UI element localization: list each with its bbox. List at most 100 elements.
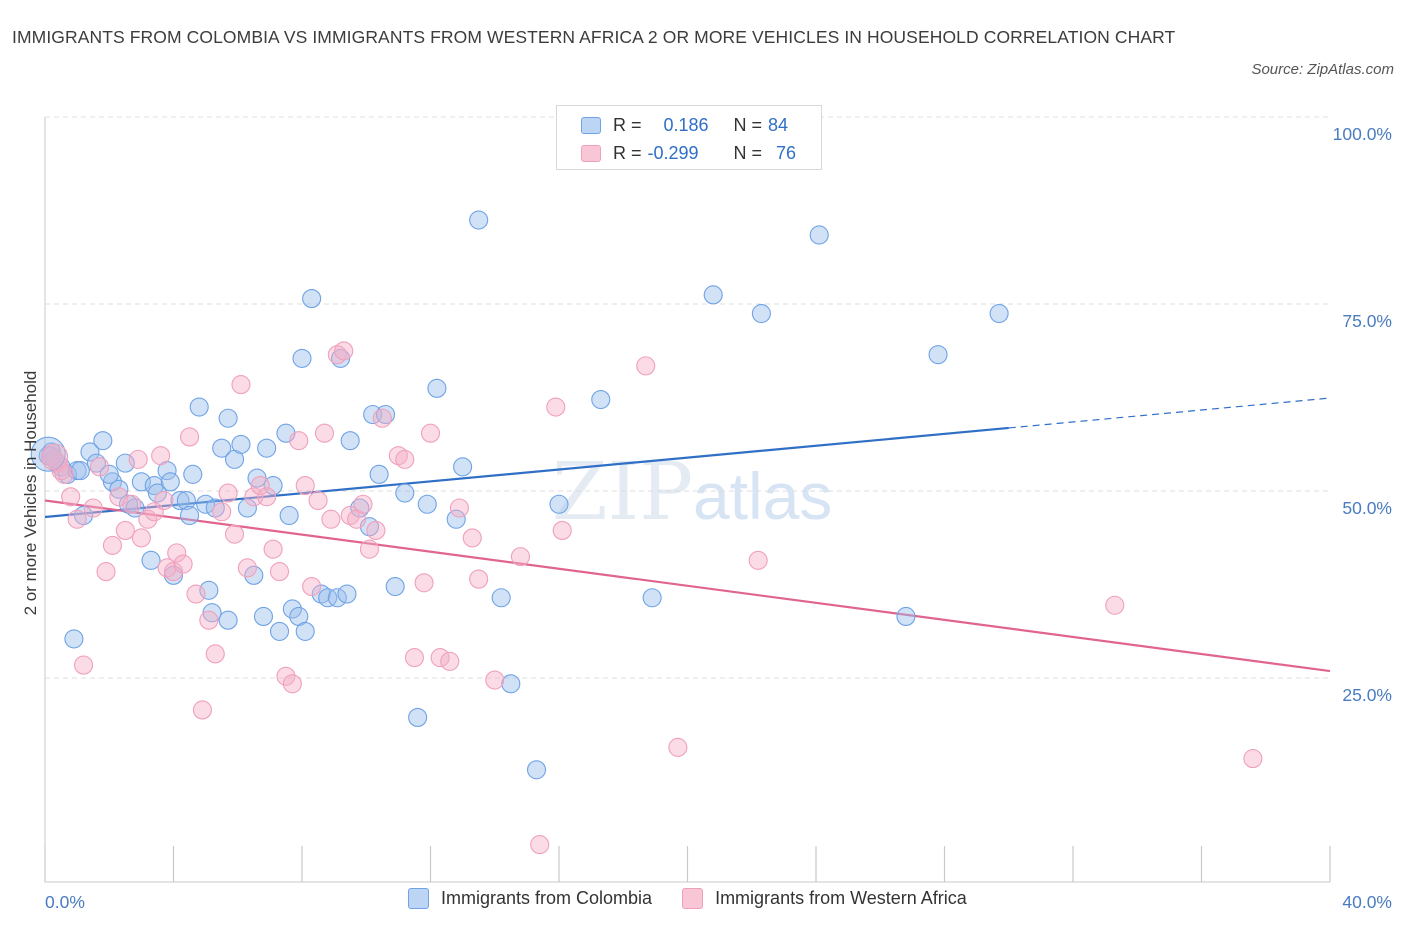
point-western-africa [552,520,572,540]
point-colombia [327,588,347,608]
point-western-africa [546,397,566,417]
legend-r-label: R = [613,142,642,163]
watermark-atlas: atlas [693,459,833,533]
point-western-africa [314,423,335,443]
point-colombia [176,490,196,511]
point-colombia [86,453,106,473]
point-colombia [99,464,119,484]
point-colombia [282,599,302,619]
point-western-africa [308,490,328,511]
point-colombia [218,408,238,428]
point-colombia [64,629,84,649]
series-legend-item-western-africa[interactable]: Immigrants from Western Africa [682,888,967,909]
point-colombia [205,498,225,518]
point-colombia [417,494,437,514]
y-tick-label: 25.0% [1342,685,1392,705]
point-colombia [93,431,113,451]
point-western-africa [327,345,347,365]
point-colombia [350,498,370,518]
trend-line-western-africa [44,499,1331,673]
point-colombia [189,397,209,417]
data-points [30,210,1263,855]
point-western-africa [359,539,380,559]
point-western-africa [224,524,245,544]
point-colombia [218,610,238,630]
watermark: ZIPatlas [552,445,832,538]
point-western-africa [269,562,290,582]
point-colombia [385,576,405,597]
point-western-africa [340,505,360,526]
point-western-africa [231,375,251,395]
point-western-africa [102,535,123,555]
point-western-africa [388,446,408,466]
chart-title: IMMIGRANTS FROM COLOMBIA VS IMMIGRANTS F… [12,27,1176,47]
point-western-africa [61,487,81,507]
y-tick-label: 50.0% [1342,498,1392,518]
legend-n-label: N = [733,142,763,163]
point-colombia [141,550,161,570]
point-western-africa [395,449,415,469]
point-colombia [446,509,466,529]
point-colombia [125,498,145,518]
tick-labels: 100.0% 75.0% 50.0% 25.0% 0.0% 40.0% [45,124,1392,912]
point-colombia [501,674,521,694]
series-legend-item-colombia[interactable]: Immigrants from Colombia [408,888,652,909]
point-western-africa [250,476,270,496]
point-western-africa [485,670,505,690]
point-colombia [896,606,916,627]
point-western-africa [321,509,341,529]
point-colombia [703,285,723,305]
point-western-africa [186,584,206,604]
legend-row-western-africa: R = -0.299 N = 76 [581,140,796,166]
point-western-africa [276,666,296,686]
point-western-africa [83,498,103,518]
point-western-africa [173,554,193,574]
legend-row-colombia: R = 0.186 N = 84 [581,112,788,138]
point-colombia [253,606,274,627]
point-colombia [427,378,447,398]
legend-swatch-colombia [581,116,601,134]
point-western-africa [748,550,768,570]
series-legend: Immigrants from Colombia Immigrants from… [408,888,997,909]
point-western-africa [257,487,277,507]
series-label-colombia: Immigrants from Colombia [441,888,653,908]
point-colombia [183,464,203,484]
point-colombia [491,588,511,608]
point-colombia [751,303,771,324]
point-western-africa [372,408,392,428]
point-western-africa [510,547,531,567]
point-colombia [115,453,135,473]
point-western-africa [205,644,225,664]
point-colombia [212,438,232,458]
point-colombia [109,479,129,499]
point-western-africa [289,431,309,451]
point-western-africa [469,569,489,589]
point-western-africa [414,573,434,593]
point-colombia [302,289,322,309]
point-colombia [591,389,611,410]
point-western-africa [96,562,116,582]
point-colombia [199,580,219,600]
point-colombia [295,621,315,641]
legend-r-value: 0.186 [663,114,709,135]
point-western-africa [67,509,87,529]
point-colombia [70,461,90,481]
point-western-africa-cluster [41,443,69,471]
point-colombia [131,472,151,492]
point-colombia [147,483,167,503]
point-western-africa [115,520,135,540]
point-western-africa [440,651,460,671]
correlation-legend: R = 0.186 N = 84 R = -0.299 N = 76 [556,105,822,170]
point-colombia [337,584,357,604]
point-western-africa [263,539,283,559]
point-western-africa [218,483,238,503]
point-western-africa [154,490,174,511]
point-colombia [369,464,389,484]
point-colombia [269,621,290,641]
point-western-africa [295,476,315,496]
point-western-africa [353,494,373,514]
point-colombia [311,584,331,604]
point-colombia [928,345,948,365]
point-colombia [549,494,569,514]
point-western-africa [302,576,322,597]
